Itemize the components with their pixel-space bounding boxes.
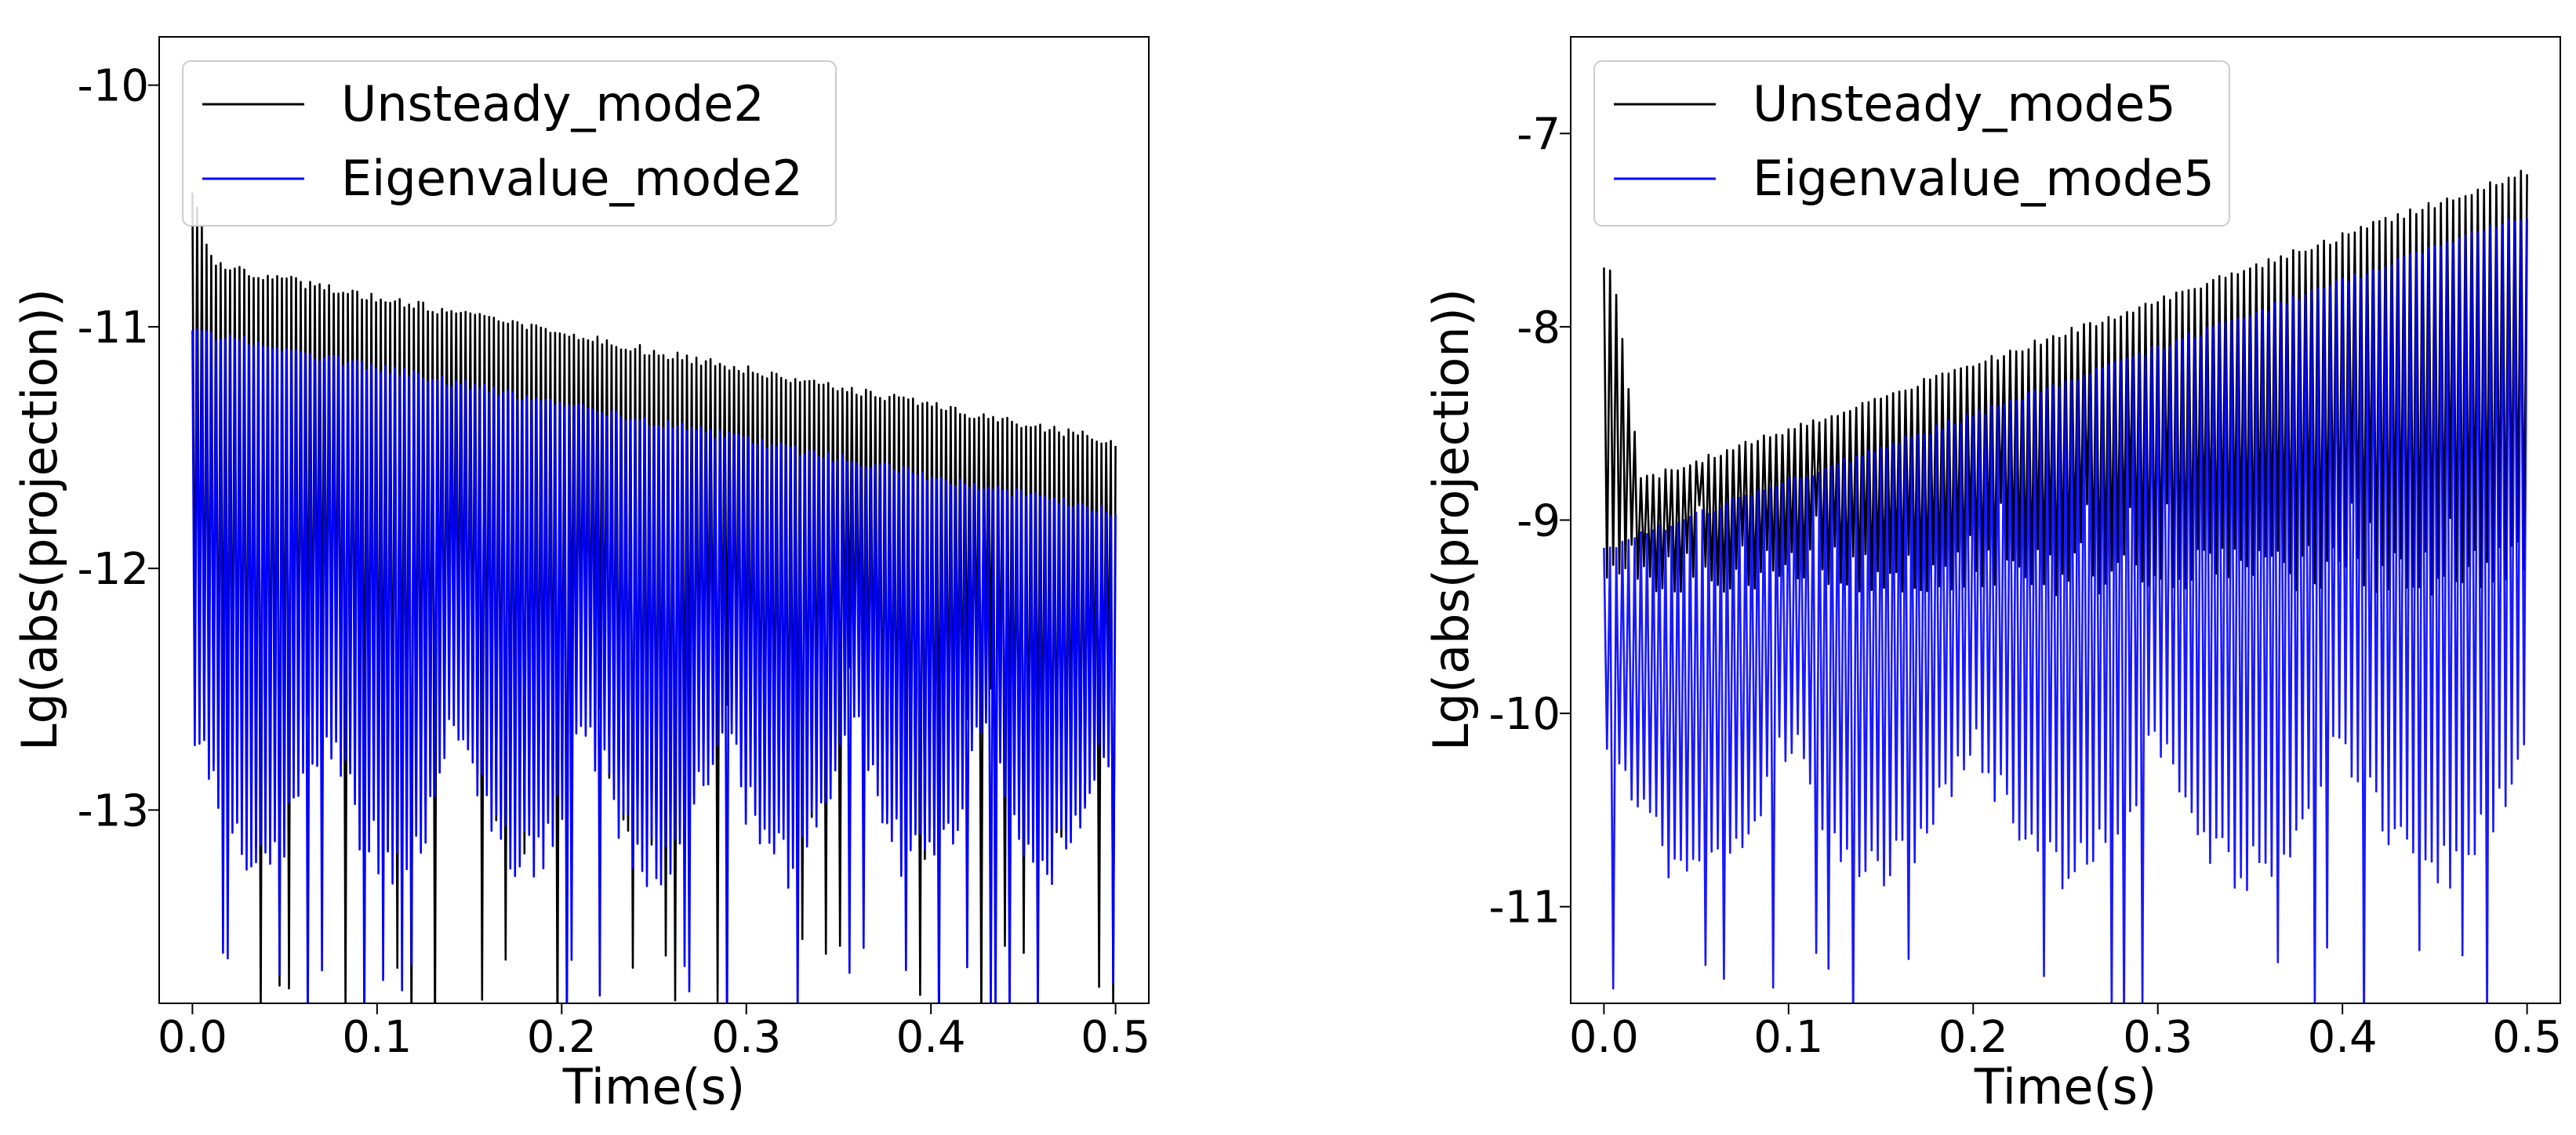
left-y-tick-label-1: -11 bbox=[78, 303, 149, 354]
left-legend-label-unsteady-mode2: Unsteady_mode2 bbox=[341, 75, 765, 132]
right-x-tick-label-5: 0.5 bbox=[2492, 1012, 2562, 1063]
right-y-tick-label-1: -8 bbox=[1517, 303, 1560, 354]
left-x-tick-label-0: 0.0 bbox=[158, 1012, 227, 1063]
left-y-tick-label-2: -12 bbox=[78, 544, 149, 595]
left-y-axis-label: Lg(abs(projection)) bbox=[11, 288, 68, 751]
right-x-axis-label: Time(s) bbox=[1974, 1058, 2156, 1115]
right-y-tick-label-3: -10 bbox=[1489, 689, 1560, 740]
right-y-axis-label: Lg(abs(projection)) bbox=[1422, 288, 1480, 751]
right-y-tick-label-2: -9 bbox=[1517, 496, 1560, 547]
right-y-tick-label-0: -7 bbox=[1517, 109, 1560, 160]
right-x-tick-label-4: 0.4 bbox=[2308, 1012, 2378, 1063]
right-x-tick-label-0: 0.0 bbox=[1569, 1012, 1639, 1063]
right-y-tick-label-4: -11 bbox=[1489, 883, 1560, 934]
left-chart-panel: 0.0 0.1 0.2 0.3 0.4 0.5 -10 -11 -12 -13 … bbox=[11, 36, 1150, 1115]
left-x-tick-label-3: 0.3 bbox=[711, 1012, 781, 1063]
left-x-tick-label-2: 0.2 bbox=[527, 1012, 597, 1063]
right-legend: Unsteady_mode5 Eigenvalue_mode5 bbox=[1593, 60, 2230, 227]
left-x-axis-label: Time(s) bbox=[562, 1058, 745, 1115]
left-y-tick-label-3: -13 bbox=[78, 785, 149, 836]
left-x-tick-label-5: 0.5 bbox=[1081, 1012, 1150, 1063]
left-plot-frame bbox=[158, 36, 1150, 1004]
left-y-tick-label-0: -10 bbox=[78, 61, 149, 112]
right-legend-label-unsteady-mode5: Unsteady_mode5 bbox=[1753, 75, 2176, 132]
left-series-eigenvalue-mode2-line bbox=[191, 328, 1117, 1003]
left-legend: Unsteady_mode2 Eigenvalue_mode2 bbox=[182, 60, 837, 227]
left-x-tick-label-4: 0.4 bbox=[896, 1012, 966, 1063]
right-legend-label-eigenvalue-mode5: Eigenvalue_mode5 bbox=[1753, 150, 2214, 207]
right-x-tick-label-3: 0.3 bbox=[2123, 1012, 2193, 1063]
right-legend-box bbox=[1593, 60, 2230, 227]
right-x-tick-label-2: 0.2 bbox=[1938, 1012, 2008, 1063]
left-legend-label-eigenvalue-mode2: Eigenvalue_mode2 bbox=[341, 150, 803, 207]
right-chart-panel: 0.0 0.1 0.2 0.3 0.4 0.5 -7 -8 -9 -10 -11… bbox=[1422, 36, 2562, 1115]
right-series-eigenvalue-mode5-line bbox=[1603, 218, 2528, 1003]
right-x-tick-label-1: 0.1 bbox=[1753, 1012, 1823, 1063]
left-legend-box bbox=[182, 60, 837, 227]
right-series-unsteady-mode5-line bbox=[1603, 169, 2528, 597]
left-x-tick-label-1: 0.1 bbox=[342, 1012, 412, 1063]
